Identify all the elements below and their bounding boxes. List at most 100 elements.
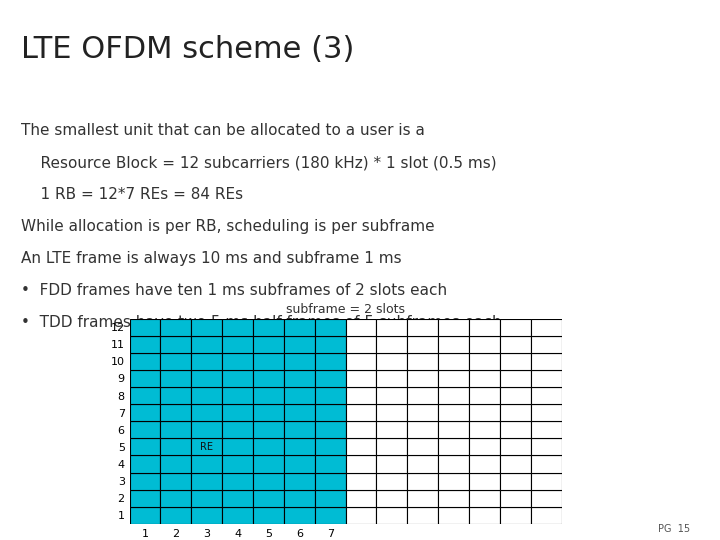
Bar: [284, 353, 315, 370]
Bar: [253, 319, 284, 336]
Text: •  FDD frames have ten 1 ms subframes of 2 slots each: • FDD frames have ten 1 ms subframes of …: [21, 283, 447, 298]
Bar: [130, 421, 161, 438]
Bar: [500, 370, 531, 387]
Bar: [222, 353, 253, 370]
Text: The smallest unit that can be allocated to a user is a: The smallest unit that can be allocated …: [21, 123, 425, 138]
Bar: [130, 455, 161, 472]
Bar: [130, 319, 161, 336]
Bar: [438, 353, 469, 370]
Bar: [222, 370, 253, 387]
Bar: [284, 336, 315, 353]
Bar: [469, 472, 500, 490]
Bar: [284, 455, 315, 472]
Bar: [469, 490, 500, 507]
Bar: [284, 404, 315, 421]
Title: subframe = 2 slots: subframe = 2 slots: [286, 303, 405, 316]
Bar: [284, 472, 315, 490]
Bar: [500, 353, 531, 370]
Bar: [346, 370, 377, 387]
Bar: [222, 455, 253, 472]
Bar: [377, 490, 408, 507]
Bar: [315, 387, 346, 404]
Bar: [377, 336, 408, 353]
Bar: [315, 353, 346, 370]
Bar: [469, 370, 500, 387]
Bar: [315, 472, 346, 490]
Bar: [377, 319, 408, 336]
Bar: [377, 353, 408, 370]
Bar: [438, 490, 469, 507]
Bar: [408, 370, 438, 387]
Bar: [438, 370, 469, 387]
Bar: [377, 438, 408, 455]
Bar: [438, 507, 469, 524]
Bar: [500, 387, 531, 404]
Bar: [192, 490, 222, 507]
Bar: [161, 507, 192, 524]
Bar: [531, 336, 562, 353]
Bar: [377, 370, 408, 387]
Bar: [346, 472, 377, 490]
Bar: [500, 472, 531, 490]
Bar: [408, 438, 438, 455]
Bar: [469, 507, 500, 524]
Bar: [315, 319, 346, 336]
Text: PG  15: PG 15: [657, 524, 690, 534]
Text: Resource Block = 12 subcarriers (180 kHz) * 1 slot (0.5 ms): Resource Block = 12 subcarriers (180 kHz…: [21, 156, 497, 170]
Bar: [531, 404, 562, 421]
Bar: [315, 438, 346, 455]
Bar: [130, 490, 161, 507]
Bar: [253, 472, 284, 490]
Bar: [161, 387, 192, 404]
Bar: [315, 404, 346, 421]
Bar: [408, 319, 438, 336]
Bar: [192, 353, 222, 370]
Bar: [253, 387, 284, 404]
Text: RE: RE: [200, 442, 213, 452]
Bar: [438, 319, 469, 336]
Bar: [192, 507, 222, 524]
Bar: [130, 438, 161, 455]
Bar: [192, 319, 222, 336]
Bar: [531, 353, 562, 370]
Bar: [130, 370, 161, 387]
Bar: [315, 421, 346, 438]
Bar: [346, 404, 377, 421]
Bar: [315, 336, 346, 353]
Bar: [408, 353, 438, 370]
Bar: [284, 421, 315, 438]
Bar: [377, 472, 408, 490]
Bar: [222, 319, 253, 336]
Bar: [253, 353, 284, 370]
Bar: [346, 490, 377, 507]
Bar: [346, 455, 377, 472]
Bar: [531, 490, 562, 507]
Text: An LTE frame is always 10 ms and subframe 1 ms: An LTE frame is always 10 ms and subfram…: [21, 251, 402, 266]
Bar: [377, 421, 408, 438]
Bar: [161, 438, 192, 455]
Bar: [253, 404, 284, 421]
Bar: [438, 438, 469, 455]
Bar: [408, 336, 438, 353]
Bar: [346, 353, 377, 370]
Bar: [284, 507, 315, 524]
Bar: [531, 438, 562, 455]
Bar: [500, 421, 531, 438]
Bar: [222, 404, 253, 421]
Bar: [253, 507, 284, 524]
Text: 1 RB = 12*7 REs = 84 REs: 1 RB = 12*7 REs = 84 REs: [21, 187, 243, 202]
Bar: [284, 490, 315, 507]
Bar: [284, 319, 315, 336]
Bar: [130, 387, 161, 404]
Text: •  TDD frames have two 5 ms half-frames of 5 subframes each: • TDD frames have two 5 ms half-frames o…: [21, 315, 502, 330]
Bar: [222, 387, 253, 404]
Bar: [469, 336, 500, 353]
Bar: [192, 455, 222, 472]
Text: While allocation is per RB, scheduling is per subframe: While allocation is per RB, scheduling i…: [21, 219, 435, 234]
Bar: [192, 370, 222, 387]
Bar: [469, 319, 500, 336]
Bar: [130, 404, 161, 421]
Bar: [161, 490, 192, 507]
Bar: [130, 507, 161, 524]
Bar: [377, 455, 408, 472]
